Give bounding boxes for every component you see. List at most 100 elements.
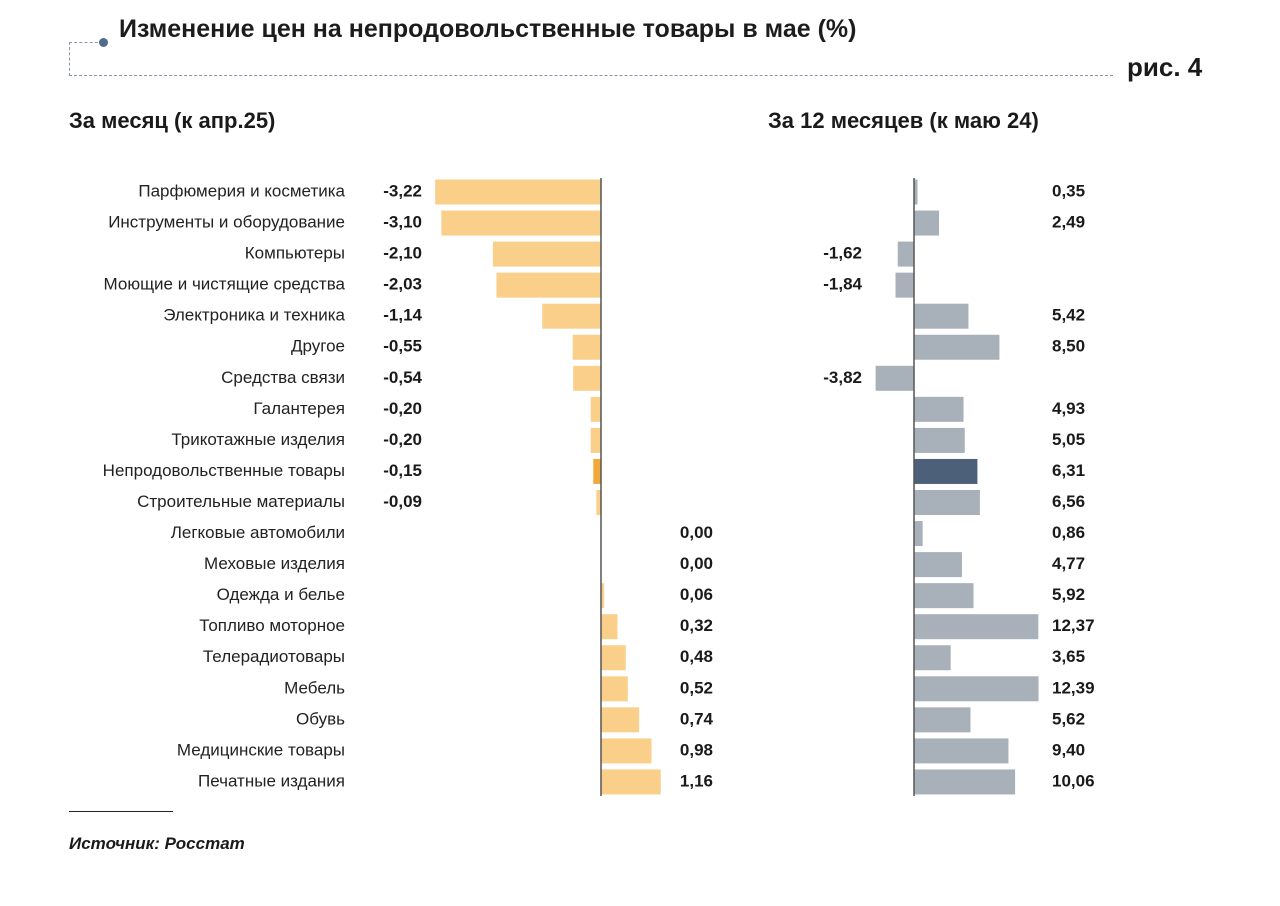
category-label: Строительные материалы (137, 492, 345, 511)
right-bar (914, 179, 918, 205)
right-value-label: 2,49 (1052, 213, 1085, 232)
left-value-label: 1,16 (680, 771, 713, 790)
right-value-label: -1,62 (823, 244, 862, 263)
right-panel-title: За 12 месяцев (к маю 24) (768, 108, 1039, 133)
source-divider (69, 811, 173, 812)
category-label: Печатные издания (198, 771, 345, 790)
left-value-label: -3,10 (383, 213, 422, 232)
category-label: Телерадиотовары (203, 647, 345, 666)
right-bar (895, 272, 914, 298)
left-value-label: 0,74 (680, 709, 714, 728)
category-label: Обувь (296, 709, 345, 728)
category-label: Медицинские товары (177, 740, 345, 759)
category-label: Электроника и техника (163, 306, 345, 325)
right-bar (914, 614, 1039, 640)
left-value-label: 0,00 (680, 554, 713, 573)
figure-label: рис. 4 (1127, 52, 1203, 82)
left-value-label: 0,06 (680, 585, 713, 604)
right-value-label: 9,40 (1052, 740, 1085, 759)
category-label: Другое (291, 337, 345, 356)
right-bar (914, 769, 1016, 795)
right-bar (875, 365, 914, 391)
left-value-label: 0,98 (680, 740, 713, 759)
right-bar (914, 583, 974, 609)
left-bar (601, 676, 628, 702)
left-bar (601, 738, 652, 764)
left-bar (492, 241, 601, 267)
category-label: Мебель (284, 678, 345, 697)
left-bar (596, 490, 601, 515)
right-bar (914, 396, 964, 422)
left-value-label: 0,52 (680, 678, 713, 697)
category-label: Меховые изделия (204, 554, 345, 573)
category-label: Легковые автомобили (171, 523, 345, 542)
left-bar (496, 272, 601, 298)
right-bar (914, 458, 978, 484)
category-label: Одежда и белье (217, 585, 345, 604)
right-value-label: 6,56 (1052, 492, 1085, 511)
right-bar (914, 334, 1000, 360)
left-bar (573, 365, 601, 391)
right-value-label: 3,65 (1052, 647, 1085, 666)
left-bar (601, 707, 640, 733)
left-bar (542, 303, 601, 329)
left-bar (590, 427, 601, 453)
right-bar (914, 645, 951, 671)
source-note: Источник: Росстат (69, 834, 245, 853)
category-label: Галантерея (253, 399, 345, 418)
right-bar (914, 490, 980, 515)
left-value-label: -0,20 (383, 399, 422, 418)
left-value-label: -1,14 (383, 306, 422, 325)
category-label: Инструменты и оборудование (108, 213, 345, 232)
right-value-label: 10,06 (1052, 771, 1095, 790)
right-value-label: -3,82 (823, 368, 862, 387)
left-value-label: -3,22 (383, 181, 422, 200)
category-label: Средства связи (221, 368, 345, 387)
right-value-label: 5,62 (1052, 709, 1085, 728)
left-value-label: 0,48 (680, 647, 713, 666)
right-bar (914, 738, 1009, 764)
right-value-label: 5,05 (1052, 430, 1085, 449)
title-frame-top (69, 42, 103, 43)
right-bar (914, 552, 962, 578)
left-bar (435, 179, 601, 205)
right-value-label: -1,84 (823, 275, 862, 294)
left-value-label: -0,15 (383, 461, 422, 480)
left-value-label: -2,10 (383, 244, 422, 263)
category-label: Трикотажные изделия (171, 430, 345, 449)
category-label: Моющие и чистящие средства (104, 275, 346, 294)
left-panel-title: За месяц (к апр.25) (69, 108, 276, 133)
left-bar (572, 334, 601, 360)
right-value-label: 12,39 (1052, 678, 1095, 697)
left-bar (593, 458, 601, 484)
right-value-label: 4,93 (1052, 399, 1085, 418)
category-label: Непродовольственные товары (103, 461, 345, 480)
left-value-label: -2,03 (383, 275, 422, 294)
right-bar (897, 241, 914, 267)
title-marker-dot (99, 38, 108, 47)
left-bar (601, 614, 618, 640)
right-value-label: 5,92 (1052, 585, 1085, 604)
right-bar (914, 521, 923, 547)
left-bar (601, 583, 605, 609)
chart-title: Изменение цен на непродовольственные тов… (119, 15, 857, 43)
right-value-label: 12,37 (1052, 616, 1095, 635)
left-value-label: -0,55 (383, 337, 422, 356)
right-value-label: 4,77 (1052, 554, 1085, 573)
left-value-label: -0,09 (383, 492, 422, 511)
left-value-label: 0,00 (680, 523, 713, 542)
left-value-label: -0,54 (383, 368, 422, 387)
left-value-label: 0,32 (680, 616, 713, 635)
right-bar (914, 210, 940, 236)
right-value-label: 5,42 (1052, 306, 1085, 325)
right-bar (914, 303, 969, 329)
category-label: Топливо моторное (199, 616, 345, 635)
left-bar (601, 769, 661, 795)
right-value-label: 0,86 (1052, 523, 1085, 542)
left-value-label: -0,20 (383, 430, 422, 449)
right-value-label: 8,50 (1052, 337, 1085, 356)
right-bar (914, 676, 1039, 702)
right-bar (914, 427, 965, 453)
category-label: Парфюмерия и косметика (138, 181, 345, 200)
